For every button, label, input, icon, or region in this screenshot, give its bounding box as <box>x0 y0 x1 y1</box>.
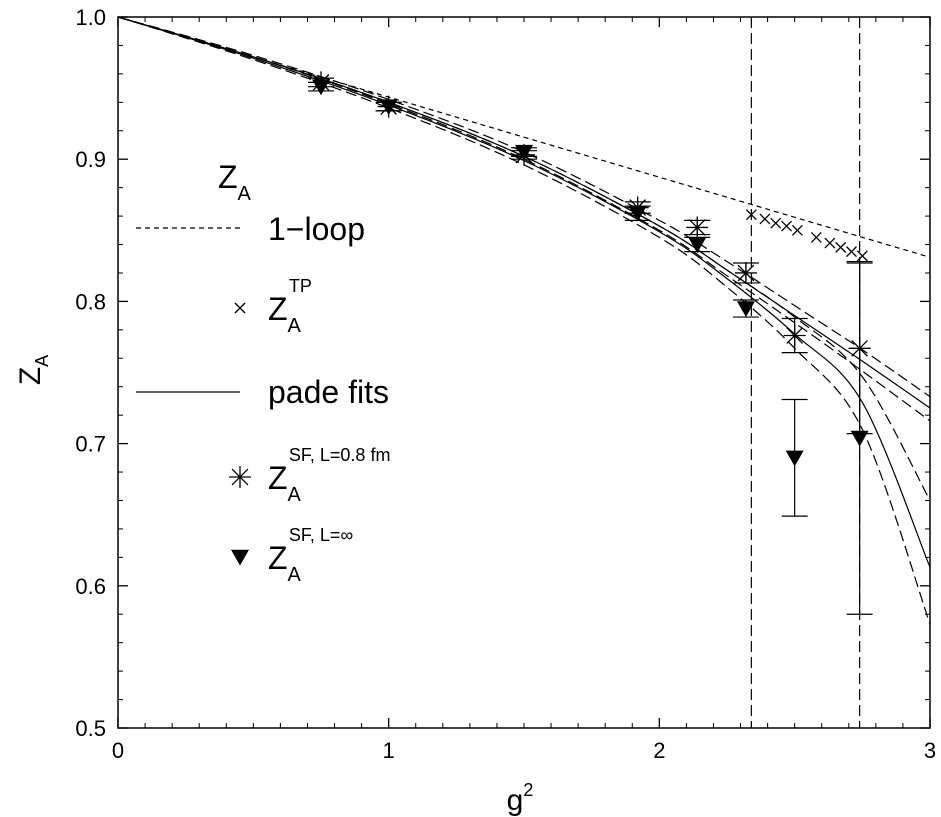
y-tick-label: 0.7 <box>75 432 106 457</box>
tp-point <box>781 220 793 232</box>
legend-sample-tp <box>234 302 246 314</box>
legend-label-sf_08: ZASF, L=0.8 fm <box>268 445 390 506</box>
x-tick-label: 1 <box>383 738 395 763</box>
sf_inf-point <box>736 301 755 318</box>
sf_inf-point <box>628 206 647 222</box>
y-tick-label: 0.6 <box>75 574 106 599</box>
sf_08-point <box>686 216 709 239</box>
curve-layer <box>117 16 931 728</box>
y-tick-label: 0.9 <box>75 147 106 172</box>
tp-point <box>745 209 757 221</box>
pade-fit-curve <box>117 16 931 501</box>
x-tick-label: 3 <box>924 738 936 763</box>
x-axis-label: g2 <box>507 780 534 817</box>
y-tick-label: 1.0 <box>75 5 106 30</box>
tp-point <box>770 217 782 229</box>
tp-point <box>810 231 822 243</box>
tp-point <box>791 224 803 236</box>
one-loop-line <box>117 16 931 258</box>
pade-fit-curve <box>117 16 931 568</box>
series-layer <box>308 71 873 615</box>
x-tick-label: 2 <box>653 738 665 763</box>
sf_inf-point <box>515 144 533 161</box>
legend-label-sf_inf: ZASF, L=∞ <box>268 525 353 586</box>
tp-point <box>835 241 847 253</box>
legend-sample-sf-inf <box>231 549 249 566</box>
sf_inf-point <box>850 430 869 447</box>
sf_inf-point <box>688 237 707 254</box>
plot-frame <box>117 16 931 729</box>
sf_inf-point <box>785 450 804 467</box>
pade-fit-curve <box>117 16 931 422</box>
x-tick-label: 0 <box>112 738 124 763</box>
y-tick-label: 0.5 <box>75 716 106 741</box>
pade-fit-curve <box>117 16 931 409</box>
tp-point <box>846 246 857 258</box>
sf_inf-point <box>379 99 398 116</box>
legend: ZA 1−loop ZATP pade fits ZASF, L=0.8 fm ZASF,… <box>136 159 390 586</box>
legend-label-tp: ZATP <box>268 276 312 337</box>
legend-sample-sf-08 <box>229 466 251 488</box>
sf_inf-point <box>312 79 330 96</box>
legend-label-pade: pade fits <box>268 374 389 410</box>
legend-heading: ZA <box>218 159 252 205</box>
tp-point <box>856 250 868 262</box>
sf_08-point <box>783 324 806 347</box>
y-tick-label: 0.8 <box>75 289 106 314</box>
pade-fit-curve <box>117 16 931 625</box>
legend-label-one-loop: 1−loop <box>268 211 365 247</box>
sf_08-point <box>734 261 757 284</box>
tp-point <box>759 213 771 225</box>
y-axis-label: ZA <box>14 355 52 385</box>
axes-layer: 0 1 2 3 0.5 0.6 0.7 0.8 0.9 1.0 <box>75 5 936 763</box>
pade-fit-curve <box>117 16 931 398</box>
tp-point <box>824 237 836 249</box>
